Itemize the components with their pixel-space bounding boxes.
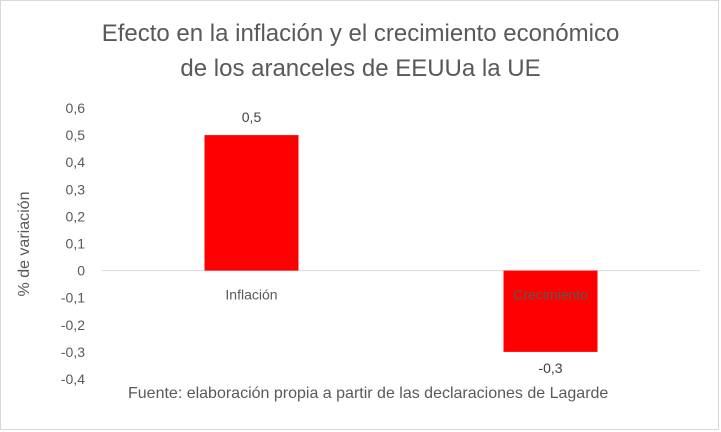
y-tick-label: 0,6	[66, 100, 86, 116]
y-tick-label: -0,3	[61, 344, 85, 360]
source-note: Fuente: elaboración propia a partir de l…	[128, 385, 609, 402]
bar-crecimiento	[503, 270, 598, 352]
category-label: Inflación	[225, 287, 277, 303]
data-label: 0,5	[242, 109, 262, 125]
y-tick-label: -0,2	[61, 317, 85, 333]
y-tick-label: -0,4	[61, 371, 85, 387]
y-tick-label: 0,3	[66, 181, 86, 197]
y-tick-label: 0,4	[66, 154, 86, 170]
category-label: Crecimiento	[513, 287, 588, 303]
bar-inflación	[204, 135, 299, 271]
chart-title-line1: Efecto en la inflación y el crecimiento …	[101, 20, 620, 47]
y-tick-label: -0,1	[61, 290, 85, 306]
y-tick-label: 0	[77, 263, 85, 279]
y-tick-label: 0,2	[66, 208, 86, 224]
chart-title-line2: de los aranceles de EEUUa la UE	[180, 55, 541, 82]
data-label: -0,3	[538, 360, 562, 376]
y-tick-label: 0,5	[66, 127, 86, 143]
y-tick-label: 0,1	[66, 236, 86, 252]
